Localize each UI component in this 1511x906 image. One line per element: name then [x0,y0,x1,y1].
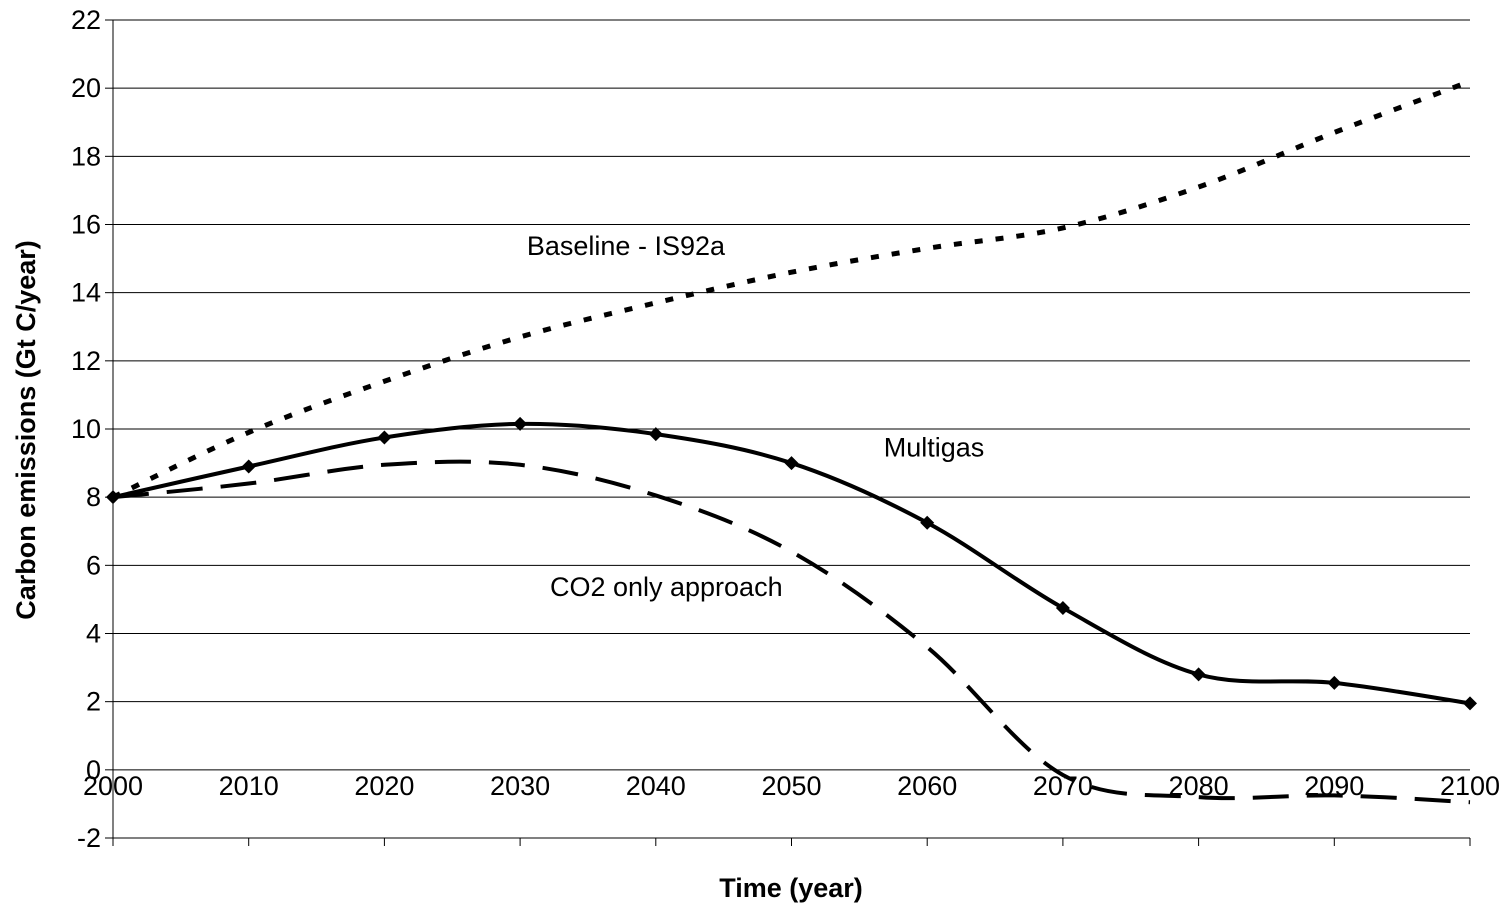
y-tick-label: 6 [86,550,101,580]
y-tick-labels: -2 0 2 4 6 8 10 12 14 16 18 20 22 [71,5,101,853]
x-tick-label: 2030 [490,771,550,801]
annotations: Baseline - IS92a Multigas CO2 only approac… [527,231,984,602]
data-point-marker [648,427,663,442]
x-tick-label: 2040 [626,771,686,801]
y-axis-title: Carbon emissions (Gt C/year) [11,240,41,620]
series-lines [111,79,1471,805]
data-point-marker [1191,667,1206,682]
data-point-marker [920,515,935,530]
data-point-marker [377,430,392,445]
series-markers [106,416,1477,711]
series-annotation-label: Baseline - IS92a [527,231,726,261]
y-tick-label: 16 [71,210,101,240]
x-tick-labels: 2000 2010 2020 2030 2040 2050 2060 2070 2080 2090… [83,771,1500,801]
gridlines [113,19,1470,771]
y-tick-label: 0 [86,755,101,785]
y-tick-label: 14 [71,278,101,308]
y-tick-label: 22 [71,5,101,35]
axes [105,19,1471,846]
series-annotation-label: CO2 only approach [550,572,783,602]
x-tick-label: 2060 [897,771,957,801]
data-point-marker [241,459,256,474]
y-tick-label: -2 [77,823,101,853]
y-tick-label: 12 [71,346,101,376]
x-tick-label: 2020 [354,771,414,801]
y-tick-label: 20 [71,73,101,103]
data-point-marker [513,416,528,431]
data-point-marker [1327,675,1342,690]
series-line-solid [112,421,1471,706]
x-tick-label: 2050 [761,771,821,801]
x-axis-title: Time (year) [719,873,863,903]
y-tick-label: 8 [86,482,101,512]
data-point-marker [1055,600,1070,615]
series-line-dotted [111,79,1471,500]
x-tick-label: 2010 [219,771,279,801]
data-point-marker [106,490,120,505]
y-tick-label: 2 [86,687,101,717]
series-annotation-label: Multigas [884,432,985,462]
data-point-marker [1463,696,1477,711]
x-tick-label: 2100 [1440,771,1500,801]
y-tick-label: 10 [71,414,101,444]
x-tick-label: 2000 [83,771,143,801]
series-line-dashed [112,459,1471,805]
y-tick-label: 18 [71,141,101,171]
y-tick-label: 4 [86,619,101,649]
data-point-marker [784,456,799,471]
